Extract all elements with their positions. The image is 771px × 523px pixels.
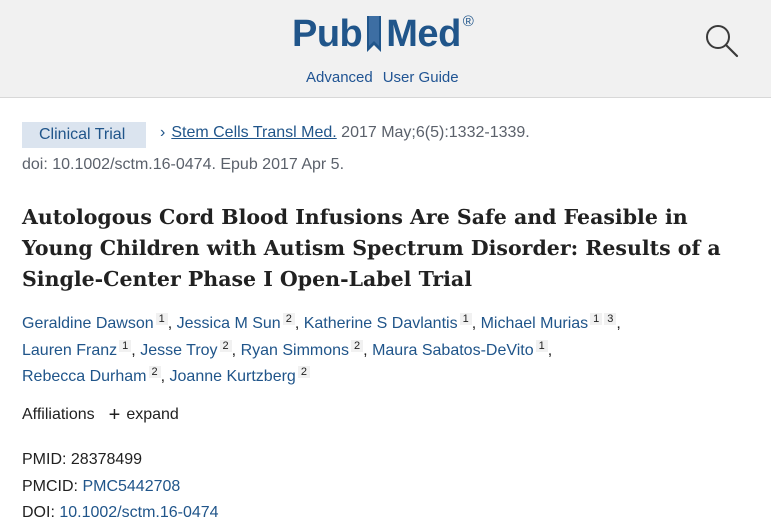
search-icon (706, 25, 739, 58)
pmid-value: 28378499 (70, 451, 143, 468)
affiliation-ref[interactable]: 1 (155, 313, 168, 325)
affiliation-ref[interactable]: 2 (148, 366, 161, 378)
doi-link[interactable]: 10.1002/sctm.16-0474 (59, 504, 219, 521)
affiliations-toggle[interactable]: Affiliations + expand (22, 404, 179, 426)
author-link[interactable]: Rebecca Durham (22, 368, 147, 385)
registered-mark: ® (462, 13, 474, 30)
doi-label: DOI: (22, 504, 60, 521)
search-button[interactable] (703, 22, 741, 60)
affiliation-ref[interactable]: 1 (459, 313, 472, 325)
affiliation-ref[interactable]: 1 (535, 339, 548, 352)
pmid-label: PMID: (22, 451, 71, 468)
author-link[interactable]: Maura Sabatos-DeVito (372, 341, 534, 359)
affiliation-ref[interactable]: 2 (351, 339, 364, 352)
expand-label: expand (126, 406, 179, 423)
user-guide-link[interactable]: User Guide (382, 69, 459, 86)
logo-bookmark-icon (363, 12, 385, 56)
author-link[interactable]: Joanne Kurtzberg (169, 368, 296, 385)
article-identifiers: PMID: 28378499 PMCID: PMC5442708 DOI: 10… (22, 447, 219, 523)
pubmed-logo[interactable]: Pub Med ® (292, 12, 474, 60)
author-link[interactable]: Geraldine Dawson (22, 315, 154, 332)
citation-details: 2017 May;6(5):1332-1339. (336, 124, 530, 141)
author-link[interactable]: Lauren Franz (22, 341, 118, 359)
affiliation-ref[interactable]: 2 (219, 339, 232, 352)
doi-epub-line: doi: 10.1002/sctm.16-0474. Epub 2017 Apr… (22, 156, 345, 173)
pmcid-row: PMCID: PMC5442708 (22, 474, 219, 501)
citation: › Stem Cells Transl Med. 2017 May;6(5):13… (160, 124, 530, 142)
affiliation-ref[interactable]: 1 (590, 313, 603, 325)
article-title: Autologous Cord Blood Infusions Are Safe… (22, 205, 721, 291)
affiliation-ref[interactable]: 2 (282, 313, 295, 325)
affiliation-ref[interactable]: 3 (604, 313, 617, 325)
author-link[interactable]: Michael Murias (480, 315, 589, 332)
journal-link[interactable]: Stem Cells Transl Med. (171, 124, 337, 141)
logo-text-pub: Pub (292, 13, 363, 55)
affiliation-ref[interactable]: 1 (119, 339, 132, 352)
author-link[interactable]: Jessica M Sun (176, 315, 281, 332)
pmcid-link[interactable]: PMC5442708 (82, 477, 181, 495)
plus-icon: + (108, 404, 121, 426)
chevron-right-icon: › (160, 124, 166, 141)
pmcid-label: PMCID: (22, 477, 83, 495)
doi-row: DOI: 10.1002/sctm.16-0474 (22, 500, 219, 523)
site-header: Pub Med ® Advanced User Guide (0, 0, 771, 98)
advanced-link[interactable]: Advanced (306, 69, 373, 86)
author-link[interactable]: Ryan Simmons (240, 341, 350, 359)
affiliations-label: Affiliations (22, 406, 95, 423)
affiliation-ref[interactable]: 2 (297, 366, 310, 378)
authors-list: Geraldine Dawson 1, Jessica M Sun 2, Kathe… (22, 313, 621, 385)
article-type-badge[interactable]: Clinical Trial (22, 122, 146, 148)
pmid-row: PMID: 28378499 (22, 447, 219, 474)
author-link[interactable]: Katherine S Davlantis (303, 315, 458, 332)
logo-text-med: Med (386, 13, 461, 55)
header-links: Advanced User Guide (306, 69, 459, 86)
author-link[interactable]: Jesse Troy (140, 341, 218, 359)
